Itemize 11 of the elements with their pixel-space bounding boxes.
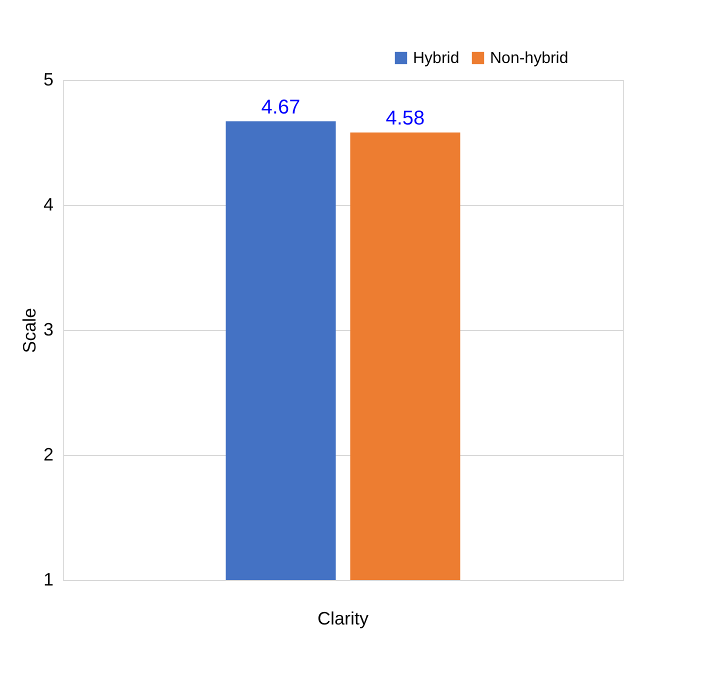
data-label: 4.67: [261, 96, 300, 118]
legend-label: Hybrid: [413, 50, 460, 67]
legend-label: Non-hybrid: [490, 50, 568, 67]
y-tick-label: 3: [43, 320, 54, 340]
y-axis-title: Scale: [19, 308, 40, 354]
data-label: 4.58: [386, 108, 425, 130]
y-tick-label: 4: [43, 194, 54, 214]
y-tick-label: 5: [43, 70, 54, 90]
x-tick-label: Clarity: [317, 608, 369, 628]
y-tick-label: 1: [43, 570, 54, 590]
y-tick-label: 2: [43, 444, 54, 464]
